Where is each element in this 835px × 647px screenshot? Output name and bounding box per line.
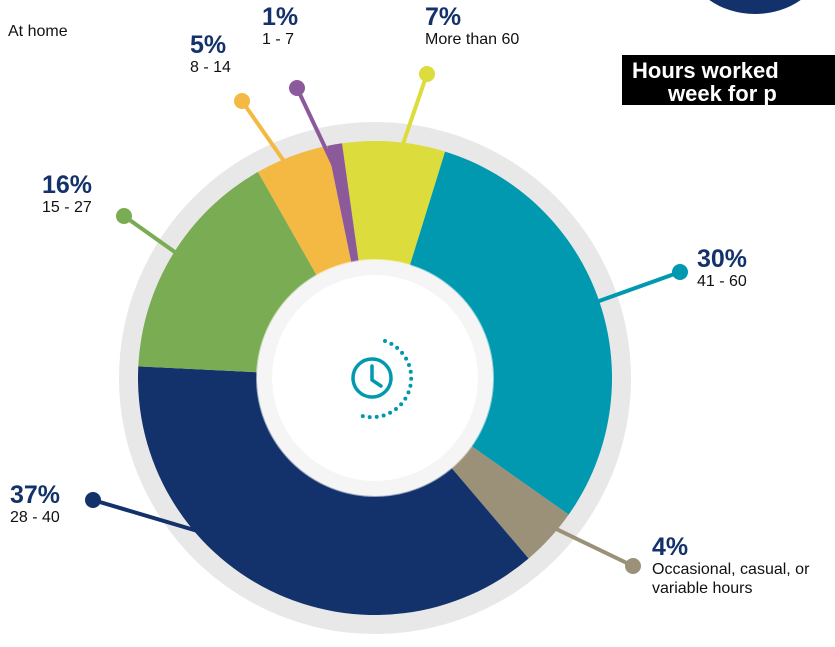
category-label: More than 60 xyxy=(425,31,520,48)
category-label: 41 - 60 xyxy=(697,273,747,290)
slice-label: 30% 41 - 60 xyxy=(697,246,747,291)
leader-line xyxy=(92,498,288,560)
value-label: 4% xyxy=(652,533,689,561)
value-label: 16% xyxy=(42,171,93,199)
annotation: At home xyxy=(8,23,68,40)
leader-line xyxy=(295,87,343,182)
slice-label: 37% 28 - 40 xyxy=(10,482,60,527)
leader-line xyxy=(563,270,681,316)
leader-line xyxy=(240,99,307,192)
slice-label: 16% 15 - 27 xyxy=(42,172,92,217)
slice xyxy=(342,141,446,266)
clock-dots xyxy=(357,339,414,420)
category-label: Occasional, casual, or variable hours xyxy=(652,561,810,597)
category-label: 1 - 7 xyxy=(262,31,295,48)
leader-line xyxy=(389,73,429,180)
slice-label: 4% Occasional, casual, or variable hours xyxy=(652,534,817,598)
slice-label: 1% 1 - 7 xyxy=(262,4,298,49)
slice xyxy=(257,145,352,276)
value-label: 1% xyxy=(262,3,299,31)
leader-dot xyxy=(85,492,101,508)
chart-title: Hours worked xyxy=(632,58,779,83)
leader-line xyxy=(122,214,206,275)
clock-hands xyxy=(370,364,383,388)
category-label: 15 - 27 xyxy=(42,199,92,216)
slice xyxy=(138,171,317,373)
value-label: 5% xyxy=(190,31,227,59)
badge xyxy=(702,0,808,18)
leader-dot xyxy=(672,264,688,280)
category-label: 28 - 40 xyxy=(10,509,60,526)
leader-dot xyxy=(116,208,132,224)
slice xyxy=(409,151,612,515)
slice xyxy=(451,446,569,559)
slice-label: 5% 8 - 14 xyxy=(190,32,231,77)
value-label: 7% xyxy=(425,3,462,31)
leader-dot xyxy=(419,66,435,82)
category-label: 8 - 14 xyxy=(190,59,231,76)
center xyxy=(272,275,478,481)
clock xyxy=(351,357,393,399)
leader-dot xyxy=(625,558,641,574)
leader-line xyxy=(521,511,634,568)
title-box: Hours worked week for p xyxy=(622,55,835,105)
leader-dot xyxy=(289,80,305,96)
slice xyxy=(138,366,529,615)
chart-subtitle: week for p xyxy=(668,81,777,106)
inner-ring xyxy=(256,259,494,497)
value-label: 30% xyxy=(697,245,748,273)
value-label: 37% xyxy=(10,481,61,509)
slice-label: 7% More than 60 xyxy=(425,4,519,49)
leader-dot xyxy=(234,93,250,109)
